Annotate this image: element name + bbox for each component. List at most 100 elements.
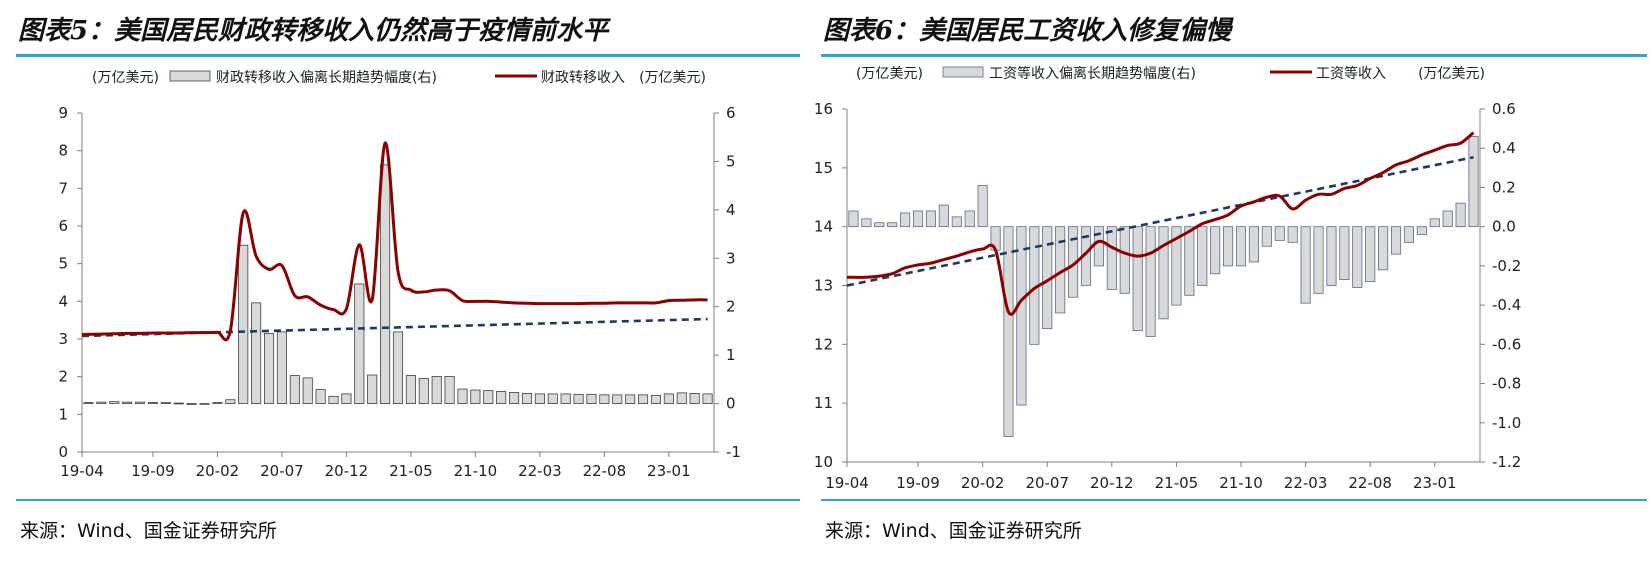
x-tick-label: 22-08 bbox=[583, 462, 627, 480]
deviation-bar bbox=[380, 164, 391, 404]
y-left-tick-label: 15 bbox=[814, 159, 833, 177]
deviation-bar bbox=[457, 388, 468, 404]
deviation-bar bbox=[573, 393, 584, 404]
deviation-bar bbox=[354, 283, 365, 404]
y-left-tick-label: 3 bbox=[58, 330, 68, 348]
deviation-bar bbox=[509, 392, 520, 404]
x-tick-label: 20-07 bbox=[260, 462, 304, 480]
deviation-bar bbox=[663, 393, 674, 404]
deviation-bar bbox=[1093, 226, 1104, 267]
y-left-tick-label: 12 bbox=[814, 335, 833, 353]
y-left-tick-label: 10 bbox=[814, 453, 833, 471]
deviation-bar bbox=[405, 375, 416, 404]
deviation-bar bbox=[586, 393, 597, 404]
deviation-bar bbox=[534, 393, 545, 404]
income-line bbox=[846, 131, 1475, 316]
y-right-tick-label: 3 bbox=[726, 249, 736, 267]
deviation-bar bbox=[638, 394, 649, 404]
y-left-tick-label: 1 bbox=[58, 405, 68, 423]
deviation-bar bbox=[1145, 226, 1156, 337]
deviation-bar bbox=[186, 403, 197, 405]
deviation-bar bbox=[315, 389, 326, 404]
deviation-bar bbox=[1455, 202, 1466, 228]
deviation-bar bbox=[1197, 226, 1208, 286]
y-right-tick-label: -0.2 bbox=[1492, 257, 1521, 275]
y-right-tick-label: -0.4 bbox=[1492, 296, 1521, 314]
x-tick-label: 22-03 bbox=[1284, 474, 1328, 492]
deviation-bar bbox=[1119, 226, 1130, 294]
deviation-bar bbox=[83, 402, 94, 404]
deviation-bar bbox=[1326, 226, 1337, 286]
deviation-bar bbox=[431, 376, 442, 404]
legend-line-label: 工资等收入 bbox=[1316, 65, 1386, 82]
deviation-bar bbox=[470, 389, 481, 404]
right-axis-unit: (万亿美元) bbox=[639, 70, 706, 86]
x-tick-label: 21-05 bbox=[389, 462, 433, 480]
x-tick-label: 20-07 bbox=[1025, 474, 1069, 492]
deviation-bar bbox=[147, 402, 158, 404]
x-tick-label: 21-10 bbox=[454, 462, 498, 480]
deviation-bar bbox=[1352, 226, 1363, 288]
deviation-bar bbox=[1132, 226, 1143, 332]
x-tick-label: 19-04 bbox=[825, 474, 869, 492]
x-tick-label: 20-02 bbox=[196, 462, 240, 480]
y-right-tick-label: 0.6 bbox=[1492, 100, 1516, 118]
y-left-tick-label: 0 bbox=[58, 443, 68, 461]
deviation-bar bbox=[1003, 226, 1014, 437]
x-tick-label: 20-12 bbox=[325, 462, 369, 480]
left-axis-unit: (万亿美元) bbox=[92, 70, 159, 86]
deviation-bar bbox=[702, 393, 713, 404]
deviation-bar bbox=[1106, 226, 1117, 290]
deviation-bar bbox=[1210, 226, 1221, 275]
deviation-bar bbox=[251, 302, 262, 404]
deviation-bar bbox=[483, 390, 494, 404]
deviation-bar bbox=[1403, 226, 1414, 243]
deviation-bar bbox=[1313, 226, 1324, 294]
deviation-bar bbox=[263, 332, 275, 404]
deviation-bar bbox=[938, 204, 949, 228]
deviation-bar bbox=[547, 393, 558, 404]
source-note: 来源：Wind、国金证券研究所 bbox=[20, 520, 277, 542]
y-right-tick-label: 6 bbox=[726, 104, 736, 122]
figure-5-panel: 图表5：美国居民财政转移收入仍然高于疫情前水平 0 1 2 3 4 5 6 7 8 9 -1 0 1 2 3… bbox=[0, 0, 805, 572]
deviation-bar bbox=[1171, 226, 1182, 306]
deviation-bar bbox=[1158, 226, 1169, 320]
deviation-bar bbox=[302, 377, 313, 404]
legend-bar-label: 工资等收入偏离长期趋势幅度(右) bbox=[989, 65, 1196, 82]
deviation-bar bbox=[109, 401, 120, 404]
y-right-tick-label: -0.6 bbox=[1492, 335, 1521, 353]
deviation-bar bbox=[444, 376, 455, 404]
y-left-tick-label: 13 bbox=[814, 277, 833, 295]
legend-bar-swatch bbox=[942, 66, 984, 78]
deviation-bar bbox=[560, 393, 571, 404]
deviation-bar bbox=[160, 402, 171, 404]
deviation-bar bbox=[212, 402, 223, 404]
deviation-bar bbox=[1274, 226, 1285, 241]
deviation-bar bbox=[1223, 226, 1234, 267]
deviation-bar bbox=[1184, 226, 1195, 296]
legend-bar-swatch bbox=[169, 70, 211, 82]
top-rule bbox=[16, 54, 800, 57]
deviation-bar bbox=[676, 392, 687, 404]
legend-line-label: 财政转移收入 bbox=[541, 70, 625, 86]
deviation-bar bbox=[1468, 136, 1479, 228]
deviation-bar bbox=[1261, 226, 1272, 247]
deviation-bar bbox=[848, 210, 859, 228]
deviation-bar bbox=[392, 331, 404, 404]
deviation-bar bbox=[913, 210, 924, 228]
deviation-bar bbox=[1300, 226, 1311, 304]
deviation-bar bbox=[650, 394, 662, 404]
deviation-bar bbox=[887, 222, 898, 228]
y-left-tick-label: 14 bbox=[814, 218, 833, 236]
x-tick-label: 19-04 bbox=[60, 462, 104, 480]
deviation-bar bbox=[1378, 226, 1389, 271]
y-left-tick-label: 2 bbox=[58, 368, 68, 386]
y-right-tick-label: 4 bbox=[726, 201, 736, 219]
deviation-bar bbox=[964, 210, 975, 228]
y-left-tick-label: 6 bbox=[58, 217, 68, 235]
income-line bbox=[81, 141, 708, 342]
deviation-bar bbox=[1365, 226, 1376, 282]
deviation-bar bbox=[173, 402, 184, 405]
deviation-bar bbox=[951, 216, 962, 228]
y-right-tick-label: 0.0 bbox=[1492, 218, 1516, 236]
